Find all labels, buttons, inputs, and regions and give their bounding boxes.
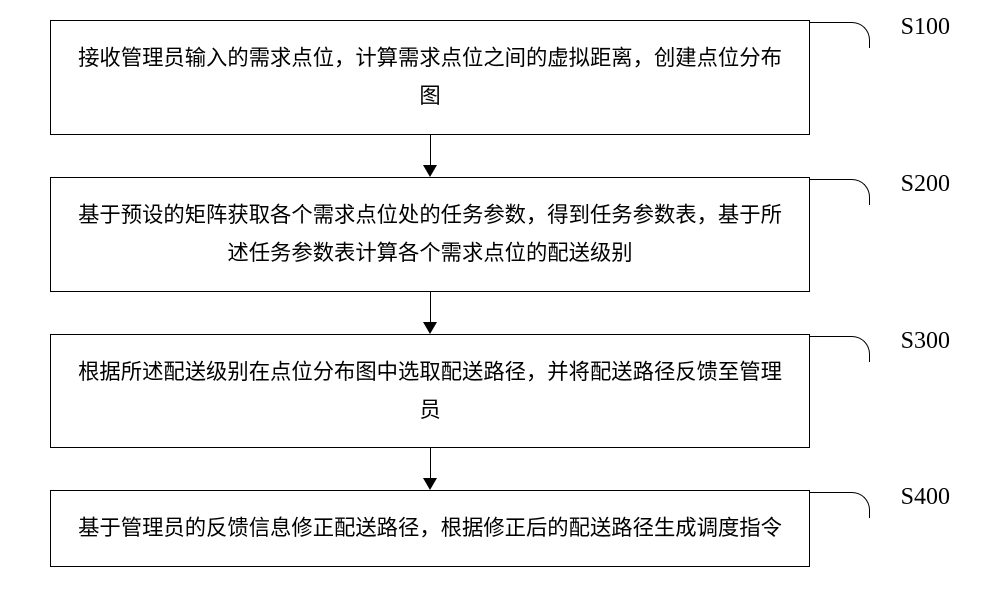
arrow-line: [430, 135, 431, 166]
arrow-line: [430, 292, 431, 323]
leader-line: [810, 336, 870, 362]
step-label-s300: S300: [901, 328, 950, 355]
step-box-s400: 基于管理员的反馈信息修正配送路径，根据修正后的配送路径生成调度指令: [50, 490, 810, 566]
arrow-head-icon: [423, 478, 437, 490]
leader-line: [810, 492, 870, 518]
step-box-s100: 接收管理员输入的需求点位，计算需求点位之间的虚拟距离，创建点位分布图: [50, 20, 810, 135]
step-box-s200: 基于预设的矩阵获取各个需求点位处的任务参数，得到任务参数表，基于所述任务参数表计…: [50, 177, 810, 292]
step-text: 基于管理员的反馈信息修正配送路径，根据修正后的配送路径生成调度指令: [78, 509, 782, 547]
arrow-line: [430, 448, 431, 479]
step-box-s300: 根据所述配送级别在点位分布图中选取配送路径，并将配送路径反馈至管理员: [50, 334, 810, 449]
step-label-s200: S200: [901, 171, 950, 198]
step-text: 基于预设的矩阵获取各个需求点位处的任务参数，得到任务参数表，基于所述任务参数表计…: [75, 196, 785, 273]
arrow-head-icon: [423, 322, 437, 334]
flowchart-container: 接收管理员输入的需求点位，计算需求点位之间的虚拟距离，创建点位分布图 S100 …: [50, 20, 950, 567]
leader-line: [810, 22, 870, 48]
arrow-down: [50, 135, 810, 177]
step-row: 基于管理员的反馈信息修正配送路径，根据修正后的配送路径生成调度指令 S400: [50, 490, 950, 566]
leader-line: [810, 179, 870, 205]
step-text: 根据所述配送级别在点位分布图中选取配送路径，并将配送路径反馈至管理员: [75, 353, 785, 430]
step-row: 基于预设的矩阵获取各个需求点位处的任务参数，得到任务参数表，基于所述任务参数表计…: [50, 177, 950, 292]
arrow-down: [50, 292, 810, 334]
step-label-s100: S100: [901, 14, 950, 41]
step-text: 接收管理员输入的需求点位，计算需求点位之间的虚拟距离，创建点位分布图: [75, 39, 785, 116]
step-label-s400: S400: [901, 484, 950, 511]
step-row: 根据所述配送级别在点位分布图中选取配送路径，并将配送路径反馈至管理员 S300: [50, 334, 950, 449]
arrow-down: [50, 448, 810, 490]
step-row: 接收管理员输入的需求点位，计算需求点位之间的虚拟距离，创建点位分布图 S100: [50, 20, 950, 135]
arrow-head-icon: [423, 165, 437, 177]
